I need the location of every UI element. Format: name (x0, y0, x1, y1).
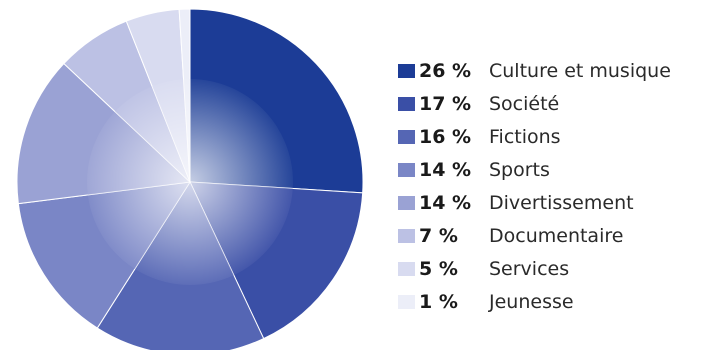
chart-legend: 26 % Culture et musique 17 % Société 16 % Fic… (398, 58, 671, 314)
legend-percent: 5 % (419, 257, 458, 280)
legend-label: Culture et musique (489, 59, 671, 82)
legend-swatch (398, 294, 415, 309)
legend-label: Fictions (489, 125, 561, 148)
inner-ring-highlight (87, 79, 293, 285)
legend-swatch (398, 228, 415, 243)
legend-label: Sports (489, 158, 550, 181)
legend-percent: 14 % (419, 158, 472, 181)
legend-item-4: 14 % Divertissement (398, 190, 671, 215)
legend-item-5: 7 % Documentaire (398, 223, 671, 248)
legend-label: Divertissement (489, 191, 634, 214)
legend-item-2: 16 % Fictions (398, 124, 671, 149)
legend-swatch (398, 261, 415, 276)
legend-percent: 14 % (419, 191, 472, 214)
legend-item-3: 14 % Sports (398, 157, 671, 182)
legend-percent: 16 % (419, 125, 472, 148)
legend-label: Jeunesse (489, 290, 574, 313)
legend-item-0: 26 % Culture et musique (398, 58, 671, 83)
legend-swatch (398, 63, 415, 78)
legend-item-7: 1 % Jeunesse (398, 289, 671, 314)
legend-item-6: 5 % Services (398, 256, 671, 281)
legend-swatch (398, 195, 415, 210)
legend-swatch (398, 96, 415, 111)
legend-item-1: 17 % Société (398, 91, 671, 116)
legend-label: Société (489, 92, 560, 115)
legend-percent: 17 % (419, 92, 472, 115)
legend-percent: 7 % (419, 224, 458, 247)
legend-swatch (398, 129, 415, 144)
legend-percent: 1 % (419, 290, 458, 313)
legend-label: Services (489, 257, 570, 280)
legend-percent: 26 % (419, 59, 472, 82)
legend-swatch (398, 162, 415, 177)
legend-label: Documentaire (489, 224, 624, 247)
